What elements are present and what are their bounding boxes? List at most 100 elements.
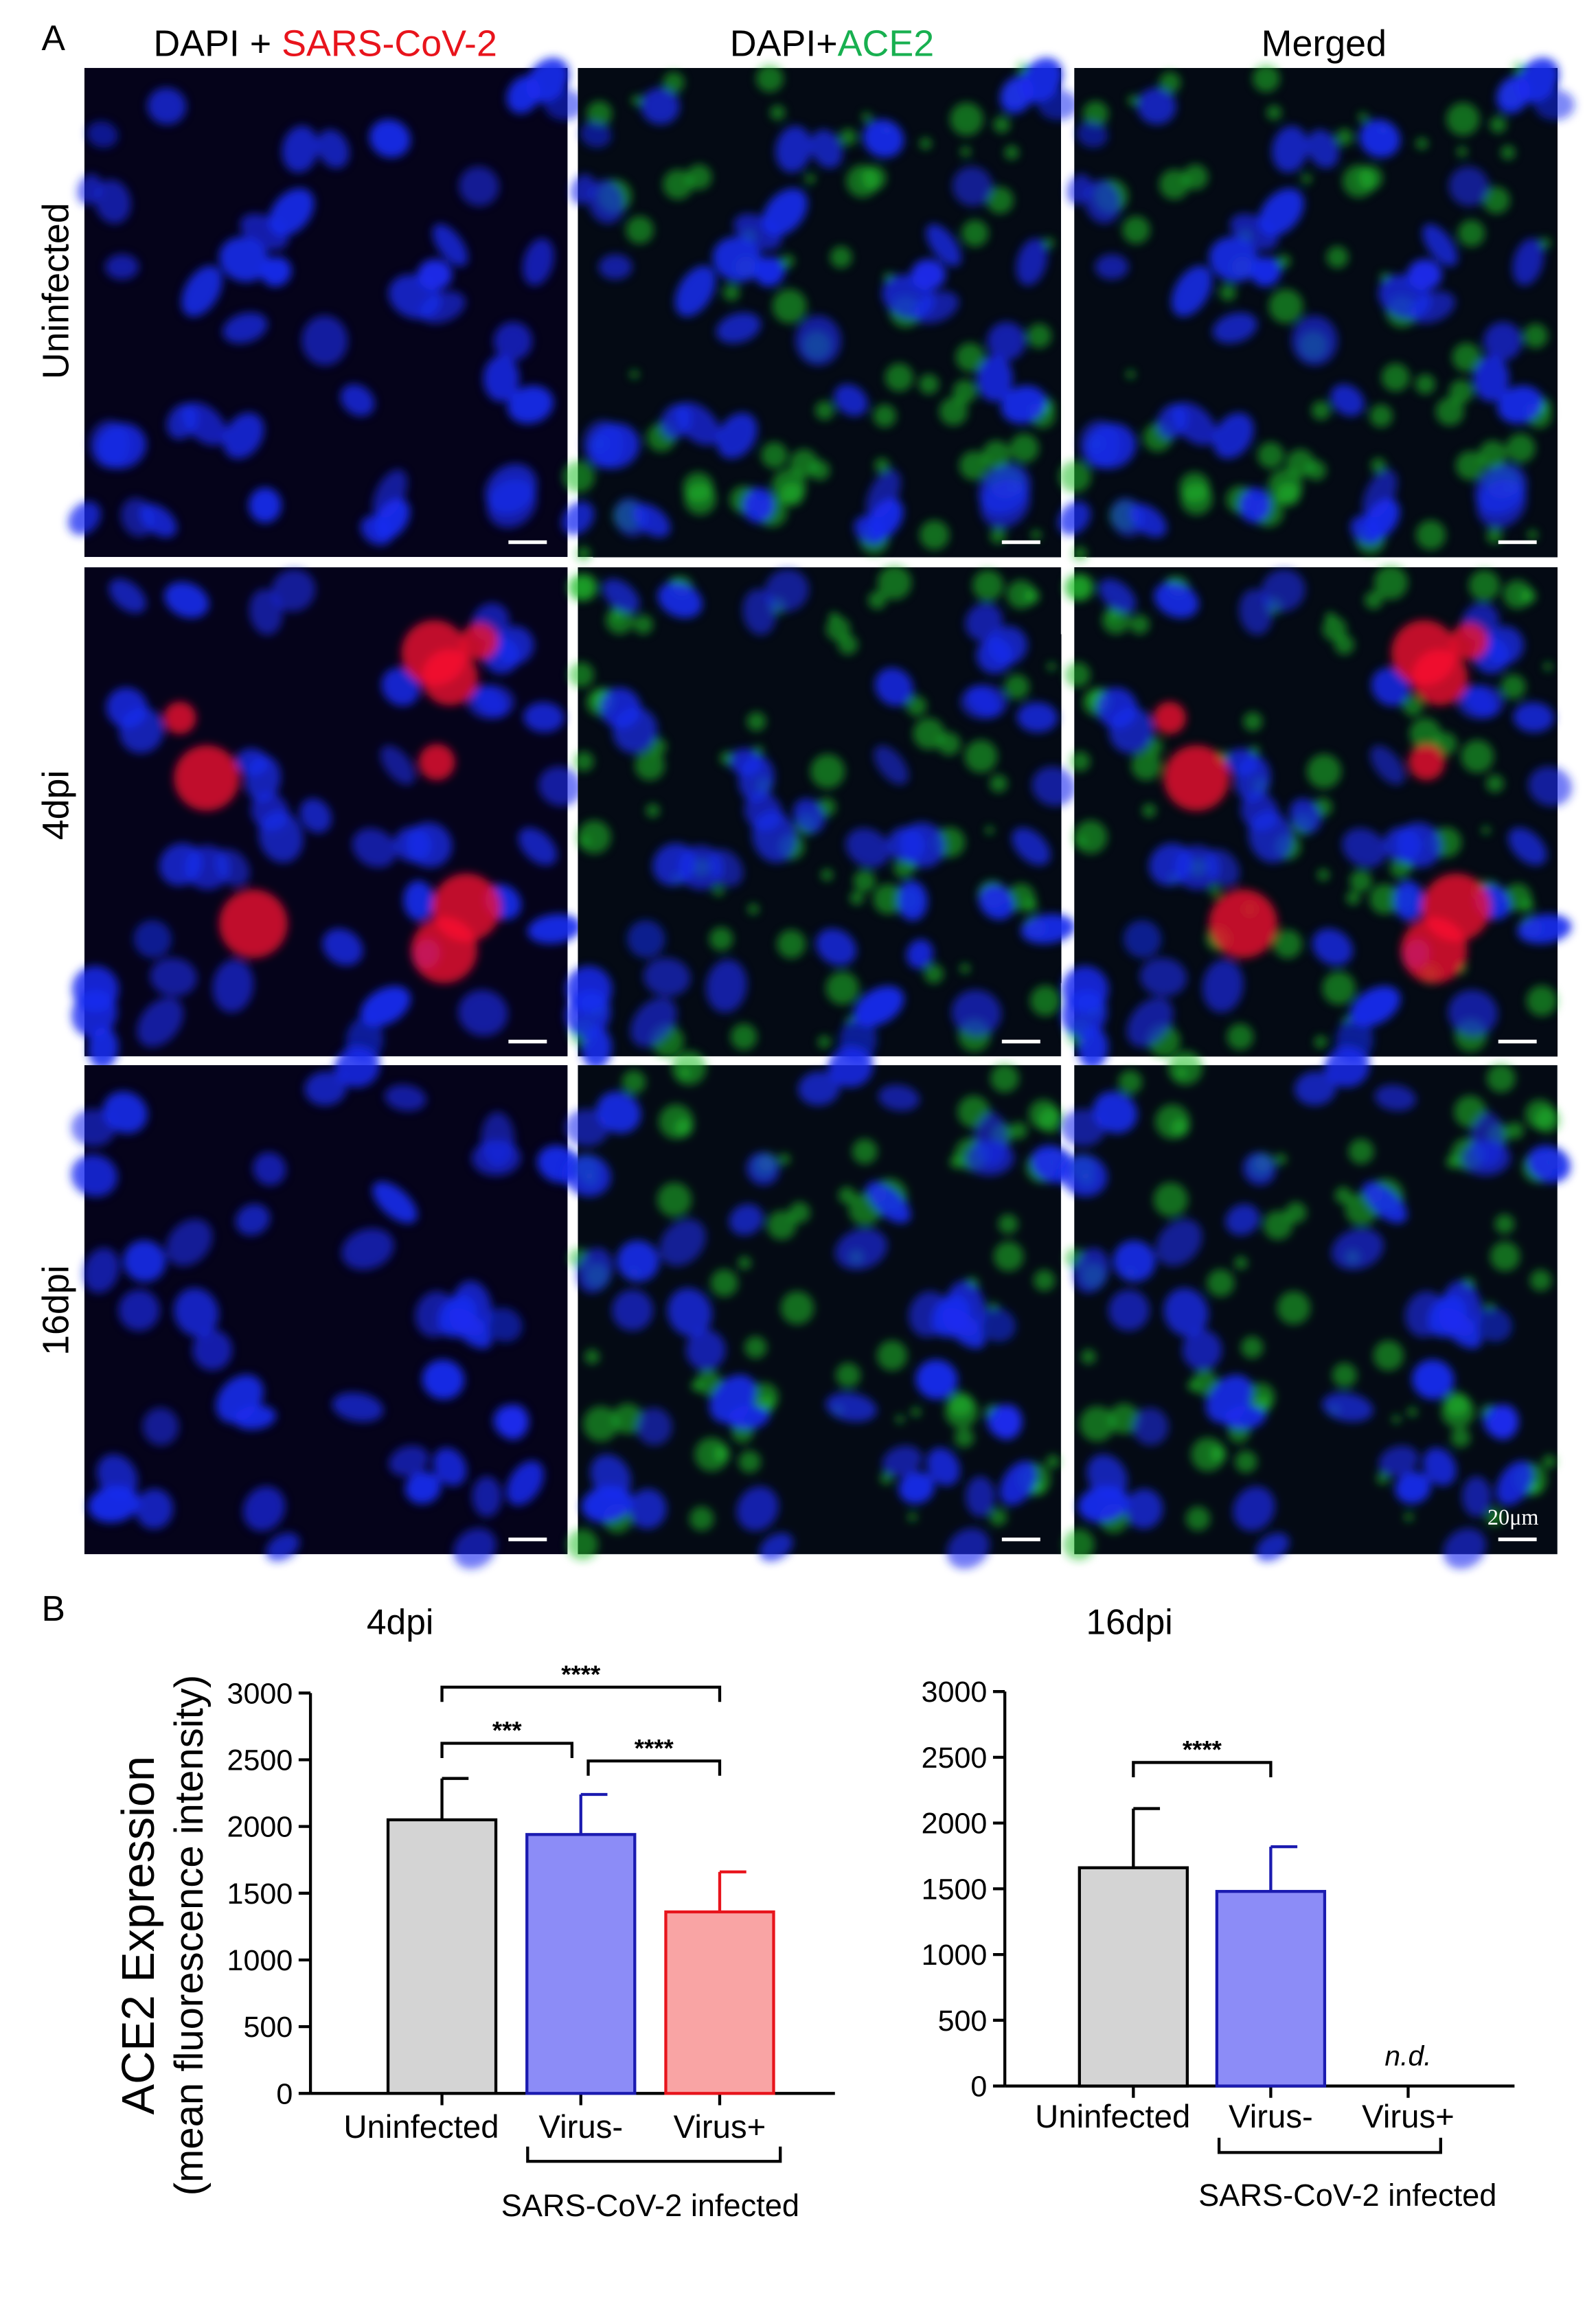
nucleus bbox=[708, 849, 744, 887]
nucleus bbox=[1330, 384, 1365, 417]
nucleus bbox=[911, 259, 946, 290]
nucleus bbox=[282, 126, 319, 173]
nucleus bbox=[1370, 745, 1405, 785]
nucleus bbox=[352, 828, 397, 868]
ace2-signal bbox=[1521, 899, 1534, 912]
ace2-signal bbox=[985, 825, 994, 835]
header-part: DAPI+ bbox=[730, 23, 838, 65]
nucleus bbox=[674, 265, 716, 317]
ace2-signal bbox=[1349, 869, 1372, 893]
nucleus bbox=[1409, 290, 1456, 323]
ace2-signal bbox=[817, 1035, 831, 1049]
nucleus bbox=[915, 1359, 958, 1400]
ace2-signal bbox=[663, 169, 694, 200]
row-label: 4dpi bbox=[35, 771, 76, 841]
nucleus bbox=[106, 687, 148, 729]
micrograph-content bbox=[71, 1046, 581, 1569]
ace2-signal bbox=[626, 216, 654, 244]
nucleus bbox=[1060, 1154, 1108, 1197]
ace2-signal bbox=[959, 451, 989, 481]
nucleus bbox=[372, 1181, 418, 1224]
ace2-signal bbox=[1336, 128, 1354, 146]
virus-signal bbox=[1163, 745, 1230, 811]
nucleus bbox=[565, 990, 611, 1038]
nucleus bbox=[657, 582, 703, 619]
nucleus bbox=[882, 1445, 922, 1476]
nucleus bbox=[483, 355, 520, 402]
ace2-signal bbox=[1277, 1291, 1311, 1325]
ace2-signal bbox=[960, 146, 971, 157]
nucleus bbox=[269, 188, 315, 236]
nucleus bbox=[1512, 238, 1544, 286]
ace2-signal bbox=[671, 1050, 707, 1086]
nucleus bbox=[628, 1488, 667, 1529]
nucleus bbox=[1182, 1330, 1222, 1371]
ace2-signal bbox=[1076, 836, 1086, 846]
ace2-signal bbox=[1183, 164, 1209, 190]
nucleus bbox=[1324, 1046, 1370, 1088]
ace2-signal bbox=[659, 1104, 694, 1139]
nucleus bbox=[1350, 515, 1383, 546]
ace2-signal bbox=[918, 374, 939, 395]
y-tick-label: 1500 bbox=[227, 1878, 293, 1911]
x-tick-label: Uninfected bbox=[1035, 2099, 1190, 2135]
ace2-signal bbox=[919, 137, 932, 150]
ace2-signal bbox=[814, 400, 834, 420]
nucleus bbox=[581, 1027, 612, 1069]
nucleus bbox=[736, 1486, 779, 1531]
ace2-signal bbox=[780, 254, 795, 269]
ace2-signal bbox=[1073, 546, 1087, 561]
ace2-signal bbox=[772, 288, 807, 323]
ace2-signal bbox=[689, 1506, 714, 1531]
nucleus bbox=[1209, 236, 1259, 282]
ace2-signal bbox=[959, 963, 970, 974]
nucleus bbox=[258, 810, 304, 863]
nucleus bbox=[181, 265, 223, 317]
nucleus bbox=[150, 957, 197, 996]
ace2-signal bbox=[919, 520, 950, 550]
nucleus bbox=[874, 745, 909, 785]
nucleus bbox=[660, 403, 692, 440]
nucleus bbox=[1061, 990, 1108, 1038]
nucleus bbox=[361, 515, 393, 546]
ace2-signal bbox=[830, 246, 852, 269]
ace2-signal bbox=[1185, 1506, 1211, 1531]
nucleus bbox=[1322, 1392, 1373, 1422]
ace2-signal bbox=[756, 65, 784, 93]
micrograph bbox=[71, 1046, 581, 1569]
micrograph-content bbox=[68, 58, 585, 546]
nucleus bbox=[493, 321, 532, 361]
nucleus bbox=[1312, 928, 1353, 966]
ace2-signal bbox=[1192, 1369, 1218, 1395]
ace2-signal bbox=[1108, 611, 1119, 621]
header-part: ACE2 bbox=[838, 23, 934, 65]
ace2-signal bbox=[1381, 363, 1410, 392]
nucleus bbox=[123, 1240, 166, 1282]
virus-signal bbox=[163, 701, 196, 734]
nucleus bbox=[1443, 1528, 1487, 1569]
ace2-signal bbox=[924, 963, 944, 984]
ace2-signal bbox=[821, 869, 834, 881]
nucleus bbox=[1395, 1471, 1431, 1505]
ace2-signal bbox=[1273, 929, 1302, 959]
nucleus bbox=[1248, 810, 1293, 863]
ace2-signal bbox=[1479, 440, 1507, 469]
nucleus bbox=[453, 1528, 497, 1569]
nucleus bbox=[406, 822, 453, 868]
virus-signal bbox=[1400, 917, 1468, 983]
ace2-signal bbox=[939, 397, 968, 426]
nucleus bbox=[896, 880, 928, 921]
ace2-signal bbox=[1207, 1269, 1235, 1297]
micrograph-content bbox=[1061, 565, 1573, 1069]
ace2-signal bbox=[1402, 696, 1424, 716]
nucleus bbox=[147, 87, 187, 125]
y-tick-label: 2000 bbox=[227, 1811, 293, 1844]
nucleus bbox=[301, 315, 348, 366]
nucleus bbox=[1137, 87, 1176, 125]
ace2-signal bbox=[1446, 1155, 1460, 1169]
nucleus bbox=[135, 1488, 174, 1529]
micrograph-content bbox=[1058, 58, 1575, 561]
ace2-signal bbox=[747, 903, 760, 915]
ace2-signal bbox=[998, 1213, 1018, 1234]
nucleus bbox=[1362, 1181, 1407, 1224]
